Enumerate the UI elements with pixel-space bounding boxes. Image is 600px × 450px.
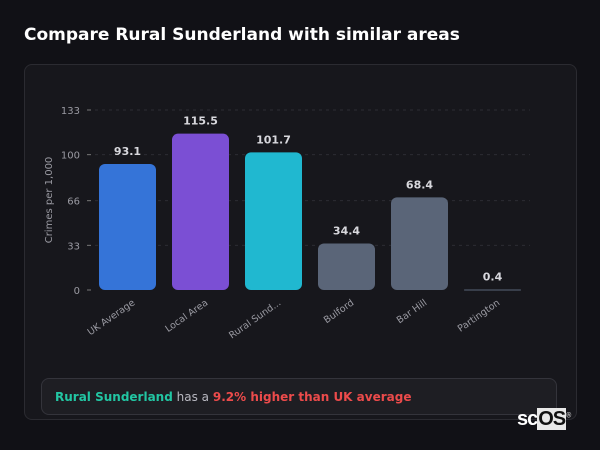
x-tick-label: UK Average [86,297,138,338]
bar-4 [391,197,448,290]
data-label: 68.4 [406,178,433,191]
summary-box: Rural Sunderland has a 9.2% higher than … [41,378,557,415]
y-tick-label: 66 [67,197,80,208]
y-tick-label: 0 [74,286,80,297]
summary-area: Rural Sunderland [55,390,173,404]
summary-connector: has a [176,390,210,404]
bar-2 [245,152,302,290]
scos-logo: scOS® [517,408,571,430]
data-label: 101.7 [256,133,291,146]
y-axis-label: Crimes per 1,000 [44,157,55,244]
page-title: Compare Rural Sunderland with similar ar… [24,25,460,45]
x-tick-label: Partington [456,297,502,334]
y-tick-label: 33 [67,241,80,252]
x-tick-label: Rural Sund... [227,297,283,341]
data-label: 115.5 [183,115,218,128]
x-tick-label: Bulford [322,297,356,326]
y-tick-label: 133 [61,106,80,117]
data-label: 34.4 [333,224,360,237]
bar-0 [99,164,156,290]
bar-3 [318,243,375,290]
data-label: 93.1 [114,145,141,158]
x-tick-label: Local Area [163,297,210,334]
bar-1 [172,133,229,290]
summary-comparison: 9.2% higher than UK average [212,390,412,404]
x-tick-label: Bar Hill [395,297,429,326]
y-tick-label: 100 [61,151,80,162]
data-label: 0.4 [483,270,503,283]
bar-5 [464,289,521,291]
